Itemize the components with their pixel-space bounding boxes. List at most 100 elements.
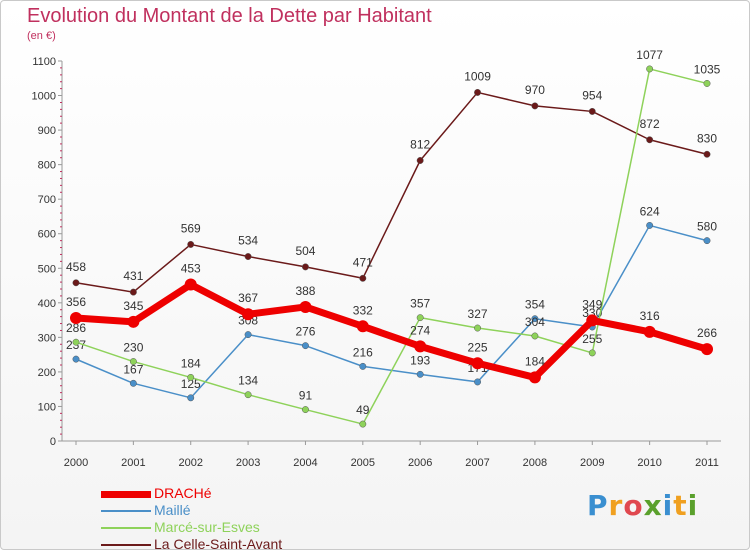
data-point-drach-: [471, 357, 484, 370]
data-label-maill-: 125: [181, 377, 201, 391]
data-point-drach-: [643, 325, 656, 338]
data-label-la-celle-saint-avant: 830: [697, 131, 717, 145]
data-point-drach-: [70, 312, 82, 325]
data-label-marc-sur-esves: 49: [356, 403, 370, 417]
data-point-la-celle-saint-avant: [646, 136, 654, 144]
y-tick-label: 1000: [32, 91, 56, 103]
data-point-la-celle-saint-avant: [72, 279, 80, 287]
data-label-maill-: 276: [295, 325, 315, 339]
data-point-maill-: [474, 378, 481, 386]
data-label-la-celle-saint-avant: 872: [640, 117, 660, 131]
data-label-marc-sur-esves: 1077: [636, 48, 663, 62]
data-point-drach-: [242, 308, 255, 321]
data-point-drach-: [356, 320, 369, 333]
legend-label: DRACHé: [154, 485, 212, 501]
data-label-la-celle-saint-avant: 970: [525, 83, 545, 97]
data-point-marc-sur-esves: [302, 406, 309, 414]
data-point-marc-sur-esves: [531, 332, 539, 340]
x-tick-label: 2008: [523, 457, 547, 469]
data-label-marc-sur-esves: 91: [299, 389, 313, 403]
data-point-marc-sur-esves: [72, 338, 80, 346]
data-label-la-celle-saint-avant: 431: [123, 269, 143, 283]
y-tick-label: 200: [38, 367, 56, 379]
data-label-drach-: 388: [295, 284, 315, 298]
data-point-la-celle-saint-avant: [416, 157, 424, 164]
data-label-maill-: 167: [123, 362, 143, 376]
data-point-drach-: [701, 343, 713, 356]
data-point-la-celle-saint-avant: [474, 88, 481, 96]
data-point-maill-: [531, 315, 539, 323]
unit-label: (en €): [27, 30, 56, 42]
y-tick-label: 100: [38, 401, 56, 413]
data-point-la-celle-saint-avant: [703, 150, 711, 158]
data-point-la-celle-saint-avant: [302, 263, 309, 271]
y-tick-label: 300: [38, 332, 56, 344]
chart-title: Evolution du Montant de la Dette par Hab…: [27, 5, 432, 27]
x-tick-label: 2006: [408, 457, 432, 469]
legend-item-marc-sur-esves: Marcé-sur-Esves: [101, 519, 421, 536]
data-label-marc-sur-esves: 357: [410, 297, 430, 311]
x-tick-label: 2010: [637, 457, 661, 469]
legend-item-la-celle-saint-avant: La Celle-Saint-Avant: [101, 536, 421, 550]
legend-swatch: [101, 510, 151, 512]
data-label-la-celle-saint-avant: 458: [66, 260, 86, 274]
legend-item-maill-: Maillé: [101, 502, 421, 519]
data-label-marc-sur-esves: 304: [525, 315, 545, 329]
data-label-la-celle-saint-avant: 569: [181, 221, 201, 235]
y-tick-label: 700: [38, 194, 56, 206]
legend-label: La Celle-Saint-Avant: [154, 536, 283, 550]
data-label-drach-: 356: [66, 295, 86, 309]
y-tick-label: 600: [38, 229, 56, 241]
data-point-la-celle-saint-avant: [588, 107, 596, 115]
data-label-drach-: 274: [410, 323, 430, 337]
data-label-drach-: 453: [181, 262, 201, 276]
data-label-drach-: 332: [353, 303, 373, 317]
data-point-la-celle-saint-avant: [129, 288, 137, 296]
data-point-drach-: [299, 300, 312, 313]
data-label-marc-sur-esves: 184: [181, 356, 201, 370]
data-label-la-celle-saint-avant: 471: [353, 255, 373, 269]
data-label-la-celle-saint-avant: 812: [410, 137, 430, 151]
data-point-la-celle-saint-avant: [359, 274, 367, 282]
data-point-marc-sur-esves: [588, 349, 596, 357]
series-line-marc-sur-esves: [75, 68, 708, 425]
data-point-la-celle-saint-avant: [531, 102, 539, 110]
x-tick-label: 2004: [293, 457, 317, 469]
data-point-drach-: [414, 340, 427, 353]
data-label-marc-sur-esves: 230: [123, 341, 143, 355]
data-label-drach-: 266: [697, 326, 717, 340]
x-tick-label: 2002: [178, 457, 202, 469]
data-label-drach-: 184: [525, 354, 545, 368]
data-label-maill-: 193: [410, 353, 430, 367]
legend: DRACHé Maillé Marcé-sur-Esves La Celle-Sain…: [101, 485, 421, 550]
series-line-la-celle-saint-avant: [75, 91, 708, 293]
x-tick-label: 2007: [465, 457, 489, 469]
legend-swatch: [101, 490, 151, 498]
data-label-marc-sur-esves: 327: [468, 307, 488, 321]
y-tick-label: 500: [38, 263, 56, 275]
data-label-marc-sur-esves: 255: [582, 332, 602, 346]
legend-swatch: [101, 527, 151, 529]
data-point-drach-: [528, 371, 541, 384]
y-tick-label: 400: [38, 298, 56, 310]
data-label-maill-: 354: [525, 298, 545, 312]
series-line-drach-: [72, 281, 711, 381]
y-tick-label: 900: [38, 125, 56, 137]
data-label-drach-: 225: [468, 340, 488, 354]
x-tick-label: 2005: [351, 457, 375, 469]
legend-label: Maillé: [154, 502, 191, 518]
data-label-drach-: 316: [640, 309, 660, 323]
data-label-la-celle-saint-avant: 504: [295, 244, 315, 258]
data-point-marc-sur-esves: [703, 80, 711, 87]
data-label-marc-sur-esves: 1035: [694, 62, 721, 76]
data-point-maill-: [187, 394, 195, 402]
data-point-marc-sur-esves: [359, 420, 367, 428]
x-tick-label: 2003: [236, 457, 260, 469]
data-point-maill-: [72, 355, 80, 363]
data-label-drach-: 349: [582, 297, 602, 311]
data-point-maill-: [302, 342, 309, 350]
data-point-maill-: [646, 221, 654, 229]
x-tick-label: 2001: [121, 457, 145, 469]
